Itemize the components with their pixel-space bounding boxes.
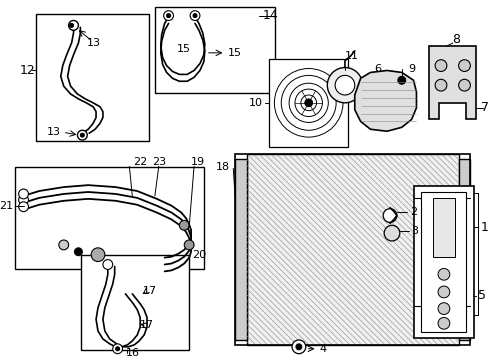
Bar <box>235 159 246 340</box>
Bar <box>432 198 454 257</box>
Text: 5: 5 <box>477 289 485 302</box>
Text: 6: 6 <box>373 63 380 73</box>
Bar <box>269 59 347 147</box>
Text: 22: 22 <box>133 157 147 167</box>
Text: 10: 10 <box>248 98 262 108</box>
Bar <box>458 159 469 340</box>
Circle shape <box>397 76 405 84</box>
Text: 12: 12 <box>20 64 35 77</box>
Bar <box>155 7 275 93</box>
Bar <box>413 186 473 338</box>
Text: 18: 18 <box>216 162 230 171</box>
Text: 17: 17 <box>140 320 154 330</box>
Circle shape <box>68 21 78 30</box>
Text: 17: 17 <box>142 286 157 296</box>
Text: 1: 1 <box>479 221 487 234</box>
Bar <box>246 154 458 345</box>
Circle shape <box>366 80 382 96</box>
Circle shape <box>190 11 200 21</box>
Circle shape <box>166 14 170 18</box>
Circle shape <box>458 79 469 91</box>
Circle shape <box>437 286 449 298</box>
Text: 4: 4 <box>319 344 326 354</box>
Bar <box>15 167 203 269</box>
Text: 20: 20 <box>192 250 206 260</box>
Text: 3: 3 <box>411 226 418 236</box>
Circle shape <box>295 344 301 350</box>
Text: 14: 14 <box>262 9 278 22</box>
Circle shape <box>304 99 312 107</box>
Circle shape <box>334 75 354 95</box>
Circle shape <box>116 347 120 351</box>
Circle shape <box>193 14 197 18</box>
Bar <box>36 14 149 141</box>
Text: 13: 13 <box>47 127 61 137</box>
Circle shape <box>326 68 362 103</box>
Circle shape <box>91 248 104 262</box>
Text: 16: 16 <box>126 348 140 358</box>
Polygon shape <box>354 71 416 131</box>
Circle shape <box>80 133 84 137</box>
Circle shape <box>437 303 449 315</box>
Text: 23: 23 <box>151 157 165 167</box>
Circle shape <box>437 318 449 329</box>
Text: 2: 2 <box>409 207 416 217</box>
Circle shape <box>434 60 446 71</box>
Circle shape <box>74 248 82 256</box>
Circle shape <box>77 130 87 140</box>
Text: 15: 15 <box>177 44 191 54</box>
Circle shape <box>102 260 112 269</box>
Text: 7: 7 <box>480 101 488 114</box>
Circle shape <box>112 344 122 354</box>
Circle shape <box>19 195 28 205</box>
Bar <box>421 192 466 332</box>
Circle shape <box>434 79 446 91</box>
Circle shape <box>163 11 173 21</box>
Circle shape <box>69 23 73 27</box>
Text: 11: 11 <box>344 51 358 61</box>
Circle shape <box>179 220 189 230</box>
Text: 15: 15 <box>227 48 241 58</box>
Circle shape <box>384 225 399 241</box>
Circle shape <box>383 209 396 222</box>
Circle shape <box>19 189 28 199</box>
Text: 21: 21 <box>0 201 14 211</box>
Bar <box>235 154 469 345</box>
Polygon shape <box>428 46 475 120</box>
Text: 8: 8 <box>451 33 459 46</box>
Text: 13: 13 <box>87 38 101 48</box>
Circle shape <box>458 60 469 71</box>
Circle shape <box>59 240 68 250</box>
Circle shape <box>19 202 28 212</box>
Bar <box>81 255 189 350</box>
Text: 19: 19 <box>190 157 204 167</box>
Circle shape <box>291 340 305 354</box>
Circle shape <box>184 240 194 250</box>
Text: 9: 9 <box>407 63 414 73</box>
Circle shape <box>437 269 449 280</box>
